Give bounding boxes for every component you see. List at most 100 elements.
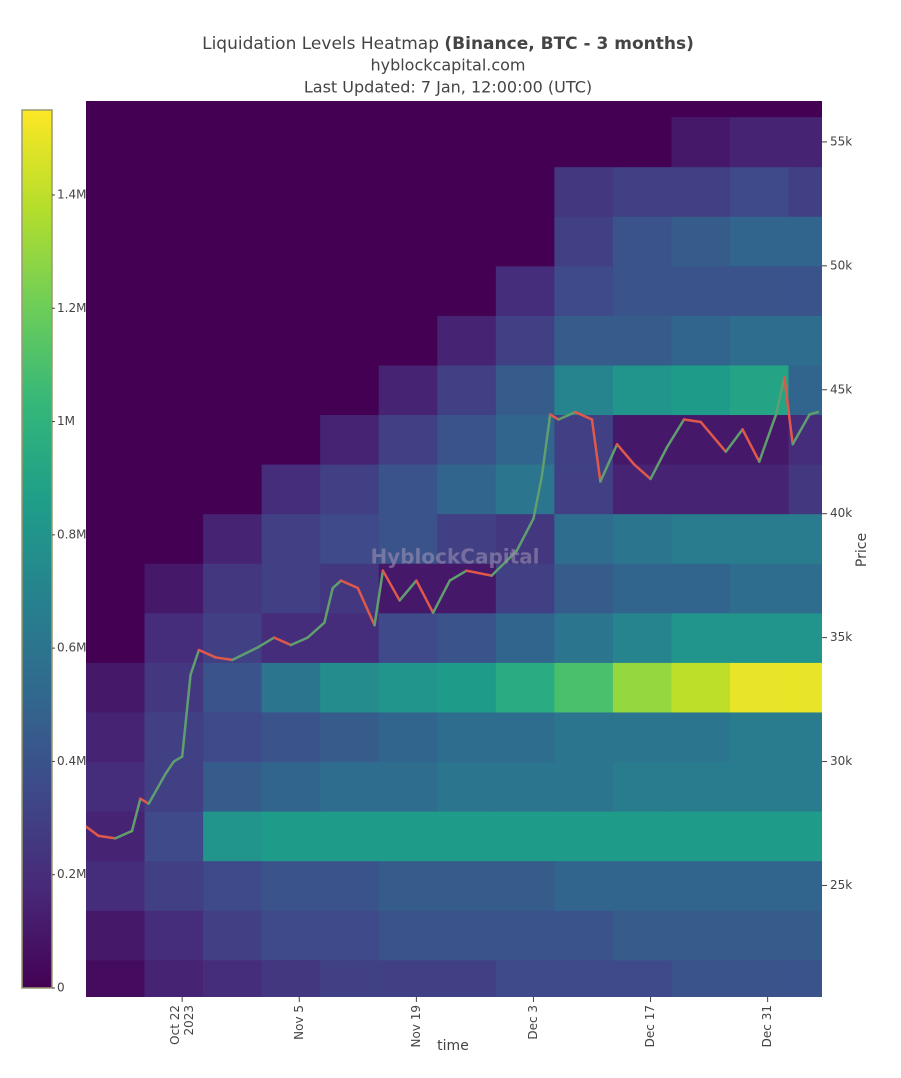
heatmap-cell: [437, 414, 497, 465]
heatmap-cell: [437, 761, 497, 812]
heatmap-cell: [730, 216, 790, 267]
heatmap-cell: [378, 166, 438, 217]
heatmap-cell: [788, 811, 822, 862]
heatmap-cell: [320, 811, 380, 862]
heatmap-cell: [378, 959, 438, 997]
price-segment: [398, 579, 418, 602]
heatmap-cell: [261, 563, 321, 614]
heatmap-cell: [86, 315, 146, 366]
heatmap-cell: [144, 860, 204, 911]
x-tick-label: Dec 3: [526, 1005, 540, 1040]
heatmap-cell: [144, 711, 204, 763]
heatmap-cell: [320, 860, 380, 911]
heatmap-cell: [203, 959, 263, 997]
price-segment: [574, 410, 594, 421]
heatmap-cell: [261, 166, 321, 217]
heatmap-cell: [261, 315, 321, 366]
heatmap-cell: [554, 216, 614, 267]
colorbar-tick-label: 0.6M: [57, 641, 86, 655]
colorbar: [21, 109, 53, 989]
heatmap-cell: [671, 761, 731, 812]
heatmap-cell: [144, 464, 204, 515]
heatmap-cell: [730, 860, 790, 911]
heatmap-cell: [788, 563, 822, 614]
heatmap-cell: [144, 662, 204, 713]
heatmap-cell: [144, 216, 204, 267]
heatmap-cell: [554, 364, 614, 416]
heatmap-cell: [612, 860, 672, 911]
x-tick-label: Dec 31: [760, 1005, 774, 1047]
x-tick-label: Nov 19: [409, 1005, 423, 1048]
heatmap-cell: [495, 860, 555, 911]
heatmap-cell: [495, 513, 555, 564]
heatmap-cell: [554, 563, 614, 614]
heatmap-cell: [378, 761, 438, 812]
colorbar-tick-label: 0: [57, 981, 65, 995]
x-tick-label: Nov 5: [292, 1005, 306, 1040]
heatmap-cell: [86, 414, 146, 465]
heatmap-cell: [730, 265, 790, 316]
heatmap-cell: [261, 860, 321, 911]
price-segment: [490, 549, 518, 577]
y-tick-label: 50k: [830, 258, 852, 272]
price-segment: [172, 755, 184, 763]
heatmap-cell: [788, 761, 822, 812]
heatmap-cell: [437, 364, 497, 416]
heatmap-cell: [671, 563, 731, 614]
heatmap-cell: [203, 265, 263, 316]
heatmap-cell: [788, 315, 822, 366]
price-segment: [699, 420, 728, 453]
heatmap-cell: [261, 662, 321, 713]
price-segment: [381, 569, 401, 602]
price-segment: [86, 825, 100, 838]
heatmap-cell: [612, 612, 672, 663]
heatmap-cell: [86, 959, 146, 997]
price-segment: [632, 462, 652, 481]
heatmap-cell: [671, 166, 731, 217]
heatmap-cell: [788, 166, 822, 217]
heatmap-cell: [320, 711, 380, 763]
heatmap-cell: [86, 662, 146, 713]
heatmap-cell: [788, 464, 822, 515]
heatmap-cell: [671, 662, 731, 713]
heatmap-cell: [730, 662, 790, 713]
last-updated: Last Updated: 7 Jan, 12:00:00 (UTC): [304, 78, 592, 97]
heatmap-cell: [612, 761, 672, 812]
price-segment: [272, 636, 293, 647]
title-main: Liquidation Levels Heatmap: [202, 34, 444, 54]
heatmap-cell: [261, 513, 321, 564]
price-segment: [741, 428, 761, 463]
price-segment: [590, 418, 602, 483]
heatmap-cell: [495, 662, 555, 713]
heatmap-cell: [378, 612, 438, 663]
heatmap-cell: [320, 910, 380, 961]
heatmap-cell: [261, 761, 321, 812]
heatmap-cell: [788, 711, 822, 763]
price-line: [86, 376, 820, 840]
heatmap-cell: [144, 563, 204, 614]
heatmap-cell: [320, 612, 380, 663]
heatmap-cell: [203, 513, 263, 564]
price-segment: [666, 418, 686, 449]
price-segment: [548, 413, 560, 421]
price-segment: [214, 656, 234, 662]
heatmap-cell: [261, 811, 321, 862]
title-bold: (Binance, BTC - 3 months): [444, 34, 694, 54]
heatmap-cell: [671, 216, 731, 267]
heatmap-cell: [437, 711, 497, 763]
heatmap-cell: [788, 414, 822, 465]
y-tick-label: 45k: [830, 382, 852, 396]
price-segment: [189, 648, 201, 677]
heatmap-cell: [437, 959, 497, 997]
price-segment: [139, 797, 150, 805]
watermark: HyblockCapital: [370, 545, 539, 569]
heatmap-cell: [437, 910, 497, 961]
heatmap-cell: [144, 910, 204, 961]
price-segment: [791, 413, 811, 446]
heatmap-cell: [437, 166, 497, 217]
heatmap-cell: [203, 414, 263, 465]
heatmap-cell: [612, 364, 672, 416]
heatmap-cell: [378, 265, 438, 316]
heatmap-cell: [730, 364, 790, 416]
heatmap-cell: [495, 811, 555, 862]
